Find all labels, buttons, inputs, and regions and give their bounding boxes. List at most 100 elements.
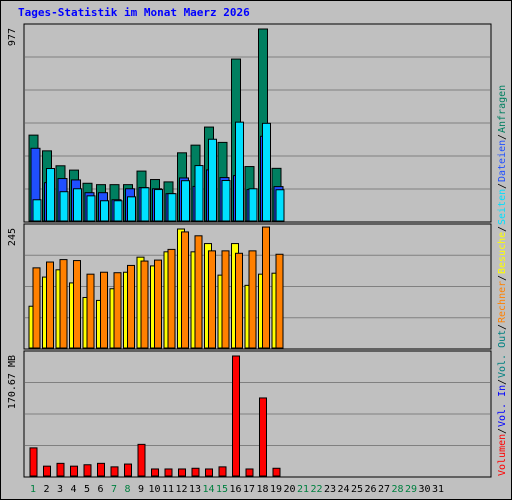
legend-separator: / (497, 428, 508, 434)
day-label: 13 (189, 484, 201, 495)
day-label: 19 (270, 484, 282, 495)
day-label: 24 (337, 484, 349, 495)
bar-seiten-day-6 (100, 200, 109, 222)
bar-volumen-day-15 (218, 466, 227, 477)
bar-seiten-day-2 (46, 168, 55, 222)
day-label: 2 (43, 484, 49, 495)
bar-volumen-day-4 (70, 465, 78, 477)
day-label: 5 (84, 484, 90, 495)
bar-volumen-day-6 (97, 462, 105, 477)
day-label: 21 (297, 484, 309, 495)
bar-rechner-day-15 (221, 250, 230, 349)
legend-volumen: Volumen (497, 434, 508, 476)
bar-rechner-day-9 (140, 260, 149, 349)
bar-rechner-day-13 (194, 235, 203, 349)
bar-volumen-day-19 (272, 467, 281, 477)
day-label: 23 (324, 484, 336, 495)
bar-volumen-day-9 (137, 443, 146, 477)
day-label: 4 (70, 484, 76, 495)
day-label: 8 (124, 484, 130, 495)
panel-1-max-label: 977 (7, 28, 18, 46)
legend-seiten: Seiten (497, 189, 508, 225)
bar-volumen-day-8 (124, 463, 132, 477)
bar-seiten-day-19 (275, 189, 285, 222)
bar-rechner-day-14 (208, 250, 216, 349)
legend-separator: / (497, 226, 508, 232)
day-label: 31 (432, 484, 444, 495)
legend-dateien: Dateien (497, 140, 508, 182)
day-label: 28 (391, 484, 403, 495)
day-label: 27 (378, 484, 390, 495)
day-label: 14 (202, 484, 214, 495)
bar-seiten-day-1 (32, 199, 42, 222)
legend-anfragen: Anfragen (497, 85, 508, 133)
bar-seiten-day-4 (73, 188, 82, 222)
bar-rechner-day-18 (262, 226, 270, 349)
bar-seiten-day-16 (235, 121, 244, 222)
bar-rechner-day-4 (73, 260, 81, 349)
day-label: 3 (57, 484, 63, 495)
day-label: 7 (111, 484, 117, 495)
day-label: 11 (162, 484, 174, 495)
bar-seiten-day-15 (221, 180, 231, 222)
day-label: 1 (30, 484, 36, 495)
bar-rechner-day-19 (275, 253, 284, 349)
bar-rechner-day-5 (86, 273, 95, 349)
day-label: 9 (138, 484, 144, 495)
legend-separator: / (497, 324, 508, 330)
day-label: 29 (405, 484, 417, 495)
day-label: 22 (310, 484, 322, 495)
bar-rechner-day-2 (46, 261, 54, 349)
panel-2-max-label: 245 (7, 228, 18, 246)
legend-besuche: Besuche (497, 232, 508, 274)
bar-volumen-day-16 (232, 355, 240, 477)
bar-rechner-day-1 (32, 267, 41, 349)
bar-seiten-day-14 (208, 138, 217, 222)
bar-volumen-day-12 (178, 468, 186, 477)
day-label: 17 (243, 484, 255, 495)
bar-seiten-day-12 (181, 180, 190, 222)
day-label: 12 (175, 484, 187, 495)
panel-3-max-label: 170.67 MB (7, 355, 18, 409)
legend-separator: / (497, 379, 508, 385)
bar-seiten-day-11 (167, 193, 177, 222)
bar-volumen-day-14 (205, 468, 213, 477)
bar-volumen-day-7 (110, 466, 119, 477)
bar-volumen-day-11 (164, 468, 173, 477)
day-label: 6 (97, 484, 103, 495)
bar-seiten-day-5 (86, 195, 96, 222)
day-label: 26 (364, 484, 376, 495)
day-label: 18 (256, 484, 268, 495)
bar-seiten-day-8 (127, 196, 136, 222)
day-label: 30 (418, 484, 430, 495)
bar-rechner-day-12 (181, 231, 189, 349)
bar-volumen-day-17 (245, 468, 254, 477)
day-label: 10 (148, 484, 160, 495)
bar-volumen-day-2 (43, 465, 51, 477)
bar-volumen-day-1 (29, 447, 38, 477)
bar-rechner-day-8 (127, 264, 135, 349)
bar-volumen-day-3 (56, 462, 65, 477)
bar-volumen-day-5 (83, 464, 92, 477)
bar-rechner-day-16 (235, 252, 243, 349)
bar-seiten-day-10 (154, 189, 163, 222)
chart-title: Tages-Statistik im Monat Maerz 2026 (18, 6, 250, 19)
bar-volumen-day-18 (259, 397, 267, 477)
legend-separator: / (497, 183, 508, 189)
day-label: 15 (216, 484, 228, 495)
bar-rechner-day-6 (100, 271, 108, 349)
bar-volumen-day-13 (191, 467, 200, 477)
bar-seiten-day-7 (113, 200, 123, 222)
legend-rechner: Rechner (497, 281, 508, 323)
legend-vol-out: Vol. Out (497, 330, 508, 378)
legend-separator: / (497, 275, 508, 281)
bar-rechner-day-11 (167, 248, 176, 349)
bar-seiten-day-13 (194, 165, 204, 222)
bar-rechner-day-17 (248, 250, 257, 349)
bar-seiten-day-3 (59, 191, 69, 222)
bar-volumen-day-10 (151, 468, 159, 477)
day-label: 25 (351, 484, 363, 495)
bar-rechner-day-7 (113, 272, 122, 349)
